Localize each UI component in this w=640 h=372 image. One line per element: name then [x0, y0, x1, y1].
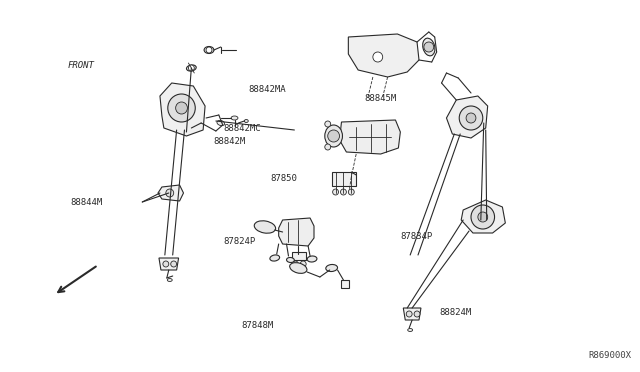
Text: 87848M: 87848M: [242, 321, 274, 330]
Circle shape: [348, 189, 354, 195]
Bar: [292, 252, 306, 260]
Ellipse shape: [167, 279, 172, 282]
Text: 88824M: 88824M: [440, 308, 472, 317]
Circle shape: [414, 311, 420, 317]
Polygon shape: [348, 34, 419, 77]
Circle shape: [333, 189, 339, 195]
Circle shape: [163, 261, 169, 267]
Circle shape: [466, 113, 476, 123]
Text: 87850: 87850: [270, 174, 297, 183]
Circle shape: [373, 52, 383, 62]
Circle shape: [168, 94, 195, 122]
Polygon shape: [461, 200, 506, 233]
Circle shape: [328, 130, 339, 142]
Text: 88842M: 88842M: [214, 137, 246, 146]
Text: FRONT: FRONT: [68, 61, 95, 70]
Circle shape: [471, 205, 495, 229]
Text: 88842MC: 88842MC: [223, 124, 260, 133]
Polygon shape: [160, 83, 205, 136]
Ellipse shape: [231, 116, 238, 120]
Circle shape: [424, 42, 434, 52]
Circle shape: [340, 189, 346, 195]
Circle shape: [406, 311, 412, 317]
Polygon shape: [278, 218, 314, 246]
Text: 88842MA: 88842MA: [248, 85, 285, 94]
Circle shape: [175, 102, 188, 114]
Text: 87834P: 87834P: [401, 232, 433, 241]
Polygon shape: [158, 185, 184, 201]
Circle shape: [460, 106, 483, 130]
Text: R869000X: R869000X: [589, 350, 632, 359]
Circle shape: [206, 47, 212, 53]
Ellipse shape: [204, 46, 214, 54]
Bar: [332, 172, 356, 186]
Circle shape: [478, 212, 488, 222]
Ellipse shape: [290, 263, 307, 273]
Ellipse shape: [186, 65, 196, 71]
Polygon shape: [447, 96, 488, 138]
Polygon shape: [159, 258, 179, 270]
Ellipse shape: [270, 255, 280, 261]
Circle shape: [300, 261, 306, 267]
Ellipse shape: [324, 125, 342, 147]
Polygon shape: [403, 308, 421, 320]
Text: 88845M: 88845M: [364, 94, 397, 103]
Ellipse shape: [254, 221, 276, 233]
Ellipse shape: [422, 38, 435, 56]
Polygon shape: [339, 120, 401, 154]
Ellipse shape: [217, 121, 225, 126]
Ellipse shape: [326, 264, 337, 272]
Circle shape: [324, 144, 331, 150]
Bar: [342, 280, 349, 288]
Circle shape: [188, 65, 195, 71]
Text: 88844M: 88844M: [70, 198, 102, 207]
Text: 87824P: 87824P: [223, 237, 255, 246]
Ellipse shape: [408, 328, 413, 331]
Ellipse shape: [307, 256, 317, 262]
Ellipse shape: [287, 257, 294, 263]
Ellipse shape: [244, 119, 248, 122]
Circle shape: [171, 261, 177, 267]
Circle shape: [166, 189, 173, 197]
Circle shape: [324, 121, 331, 127]
Circle shape: [292, 261, 298, 267]
